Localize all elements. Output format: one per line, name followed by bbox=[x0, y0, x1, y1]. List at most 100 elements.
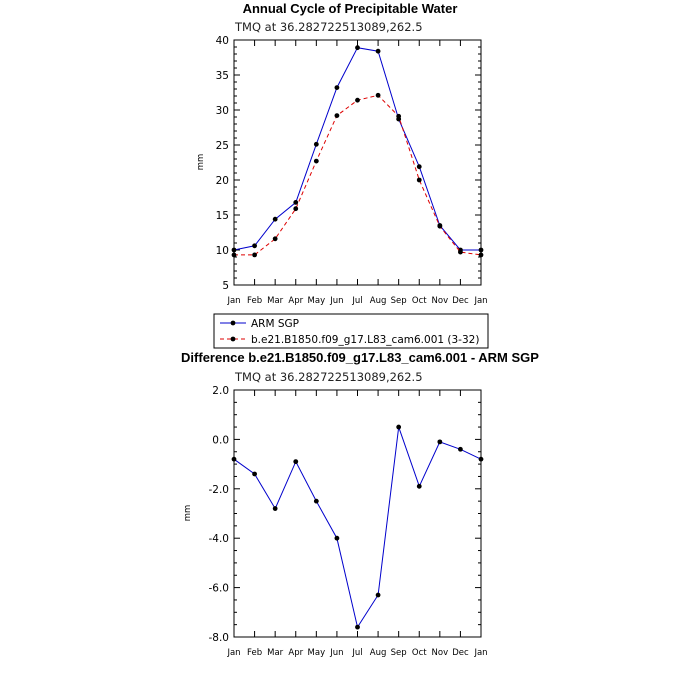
data-point bbox=[396, 113, 402, 119]
plot-frame bbox=[233, 39, 482, 286]
data-point bbox=[293, 459, 299, 465]
legend-box bbox=[213, 313, 489, 349]
annual-cycle-chart: Annual Cycle of Precipitable Water TMQ a… bbox=[196, 1, 488, 306]
data-point bbox=[355, 45, 360, 51]
x-tick-label: Jun bbox=[329, 648, 343, 658]
y-tick-label: 20 bbox=[216, 175, 229, 187]
data-point bbox=[478, 456, 484, 462]
x-tick-label: Mar bbox=[267, 648, 284, 658]
y-axis-label: mm bbox=[183, 505, 193, 522]
data-point bbox=[272, 236, 278, 242]
x-tick-label: Dec bbox=[452, 648, 469, 658]
y-tick-label: -8.0 bbox=[209, 632, 230, 644]
series-secondary bbox=[231, 92, 484, 258]
x-tick-label: Jan bbox=[473, 296, 487, 306]
x-tick-label: Aug bbox=[370, 296, 387, 306]
data-point bbox=[375, 92, 381, 98]
data-point bbox=[293, 200, 299, 205]
x-tick-label: Nov bbox=[432, 648, 449, 658]
x-tick-label: Feb bbox=[247, 296, 262, 306]
x-tick-label: Apr bbox=[288, 296, 303, 306]
legend: ARM SGP b.e21.B1850.f09_g17.L83_cam6.001… bbox=[213, 313, 489, 349]
y-tick-label: 25 bbox=[216, 140, 229, 152]
y-tick-label: 2.0 bbox=[212, 385, 229, 397]
data-point bbox=[437, 223, 443, 229]
data-point bbox=[458, 446, 463, 452]
data-point bbox=[396, 424, 402, 430]
x-tick-label: May bbox=[308, 296, 326, 306]
series-line bbox=[233, 426, 482, 629]
data-point bbox=[272, 216, 278, 222]
data-point bbox=[313, 158, 319, 164]
difference-chart: Difference b.e21.B1850.f09_g17.L83_cam6.… bbox=[181, 350, 539, 658]
data-point bbox=[313, 141, 319, 147]
data-point bbox=[272, 506, 278, 511]
series-primary bbox=[231, 424, 484, 630]
data-point bbox=[293, 206, 299, 212]
x-tick-label: Apr bbox=[288, 648, 303, 658]
data-point bbox=[334, 535, 340, 541]
data-point bbox=[231, 456, 237, 462]
y-axis-label: mm bbox=[196, 154, 206, 171]
y-tick-label: 40 bbox=[216, 35, 229, 47]
y-tick-label: 15 bbox=[216, 210, 229, 222]
data-point bbox=[478, 247, 484, 253]
y-tick-label: 5 bbox=[222, 280, 229, 292]
x-tick-label: Jul bbox=[351, 296, 362, 306]
y-tick-label: -4.0 bbox=[209, 533, 230, 545]
y-tick-label: 10 bbox=[216, 245, 229, 257]
x-tick-label: Jul bbox=[351, 648, 362, 658]
y-tick-label: -2.0 bbox=[209, 484, 230, 496]
data-point bbox=[416, 483, 422, 489]
data-point bbox=[416, 164, 422, 170]
data-point bbox=[334, 113, 340, 118]
data-point bbox=[231, 252, 237, 258]
data-point bbox=[231, 247, 237, 253]
data-point bbox=[437, 439, 443, 445]
x-tick-label: Jun bbox=[329, 296, 343, 306]
y-tick-label: 0.0 bbox=[212, 434, 229, 446]
x-tick-label: Jan bbox=[226, 648, 240, 658]
x-tick-label: Dec bbox=[452, 296, 469, 306]
data-point bbox=[416, 177, 422, 183]
x-tick-label: Feb bbox=[247, 648, 262, 658]
x-tick-label: Oct bbox=[412, 296, 427, 306]
x-tick-label: Mar bbox=[267, 296, 284, 306]
x-tick-label: Sep bbox=[391, 296, 407, 306]
legend-marker-arm bbox=[230, 320, 236, 326]
x-ticks: Jan Feb Mar Apr May Jun Jul Aug Sep Oct Nov Dec Jan bbox=[226, 40, 488, 306]
x-tick-label: Jan bbox=[226, 296, 240, 306]
data-point bbox=[458, 249, 463, 255]
data-point bbox=[355, 624, 360, 630]
series-line bbox=[234, 94, 482, 256]
x-ticks: Jan Feb Mar Apr May Jun Jul Aug Sep Oct Nov Dec Jan bbox=[226, 390, 488, 658]
y-tick-label: 30 bbox=[216, 105, 229, 117]
legend-marker-model bbox=[230, 336, 236, 342]
data-point bbox=[375, 592, 381, 598]
chart-title: Difference b.e21.B1850.f09_g17.L83_cam6.… bbox=[181, 350, 539, 365]
chart-title: Annual Cycle of Precipitable Water bbox=[243, 1, 458, 16]
data-point bbox=[252, 243, 257, 249]
data-point bbox=[252, 252, 257, 258]
x-tick-label: Sep bbox=[391, 648, 407, 658]
x-tick-label: Jan bbox=[473, 648, 487, 658]
x-tick-label: Nov bbox=[432, 296, 449, 306]
x-tick-label: Aug bbox=[370, 648, 387, 658]
data-point bbox=[252, 471, 257, 477]
plot-frame bbox=[233, 389, 482, 638]
series-primary bbox=[231, 45, 484, 253]
data-point bbox=[313, 498, 319, 504]
x-tick-label: Oct bbox=[412, 648, 427, 658]
data-point bbox=[334, 85, 340, 90]
series-line bbox=[233, 47, 481, 251]
y-ticks: 5 10 15 20 25 30 35 40 bbox=[216, 35, 481, 292]
x-tick-label: May bbox=[308, 648, 326, 658]
chart-subtitle: TMQ at 36.282722513089,262.5 bbox=[234, 370, 423, 384]
y-tick-label: 35 bbox=[216, 70, 229, 82]
y-ticks: -8.0 -6.0 -4.0 -2.0 0.0 2.0 bbox=[209, 385, 481, 644]
legend-label-model: b.e21.B1850.f09_g17.L83_cam6.001 (3-32) bbox=[251, 334, 479, 346]
legend-label-arm: ARM SGP bbox=[251, 318, 299, 330]
data-point bbox=[478, 252, 484, 258]
data-point bbox=[355, 97, 360, 103]
